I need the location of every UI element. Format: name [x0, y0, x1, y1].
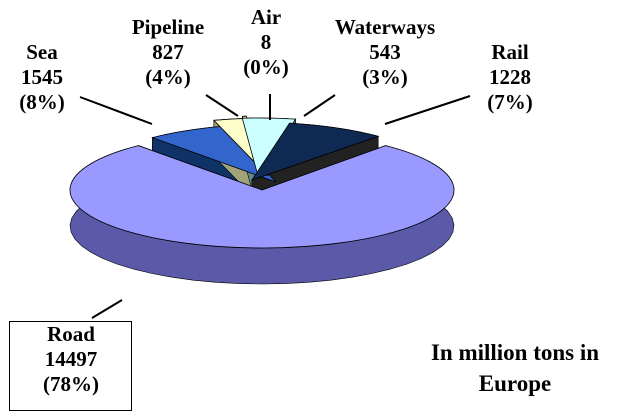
label-waterways-name: Waterways	[334, 15, 436, 39]
label-air-name: Air	[250, 5, 282, 29]
chart-note-line-2: Europe	[478, 371, 552, 396]
leader-line-rail	[384, 95, 471, 125]
leader-line-sea	[79, 96, 153, 125]
label-pipeline-name: Pipeline	[131, 15, 205, 39]
label-sea-percent: (8%)	[19, 90, 65, 114]
label-road-percent: (78%)	[43, 372, 99, 396]
label-waterways-value: 543	[369, 40, 401, 64]
label-pipeline: Pipeline 827 (4%)	[132, 15, 204, 90]
label-road-name: Road	[47, 322, 95, 346]
leader-line-pipeline	[205, 94, 239, 117]
label-rail-name: Rail	[491, 40, 529, 64]
label-sea: Sea 1545 (8%)	[19, 40, 65, 115]
label-rail-value: 1228	[489, 65, 531, 89]
label-rail-percent: (7%)	[487, 90, 533, 114]
label-air: Air 8 (0%)	[243, 5, 289, 80]
label-air-percent: (0%)	[243, 55, 289, 79]
label-air-value: 8	[260, 30, 272, 54]
chart-note-line-1: In million tons in	[430, 340, 600, 365]
label-road: Road 14497 (78%)	[43, 322, 99, 397]
label-rail: Rail 1228 (7%)	[487, 40, 533, 115]
label-pipeline-percent: (4%)	[145, 65, 191, 89]
label-waterways: Waterways 543 (3%)	[335, 15, 435, 90]
leader-line-waterways	[303, 94, 336, 117]
slice-top-road	[69, 145, 455, 249]
leader-line-road	[91, 299, 123, 319]
label-road-box: Road 14497 (78%)	[9, 321, 132, 411]
label-road-value: 14497	[44, 347, 98, 371]
chart-note: In million tons in Europe	[410, 337, 620, 399]
label-sea-name: Sea	[26, 40, 58, 64]
label-waterways-percent: (3%)	[362, 65, 408, 89]
label-sea-value: 1545	[21, 65, 63, 89]
slice-top-sea	[251, 122, 380, 181]
label-pipeline-value: 827	[152, 40, 184, 64]
